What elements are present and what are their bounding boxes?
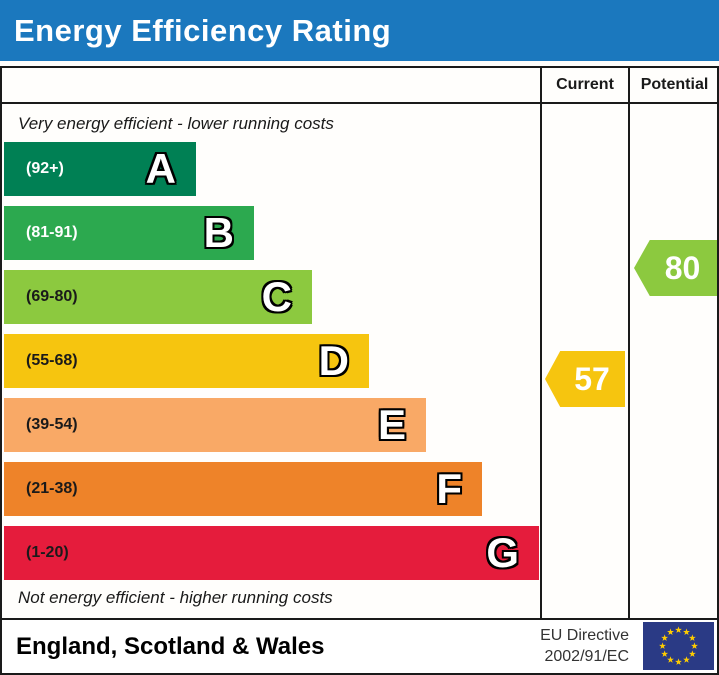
eu-directive-line2: 2002/91/EC xyxy=(544,647,629,665)
potential-column-divider xyxy=(628,68,630,618)
potential-rating-tag: 80 xyxy=(634,240,717,296)
band-e-range: (39-54) xyxy=(26,416,78,433)
band-e-letter: E xyxy=(377,401,406,448)
annotation-not-efficient: Not energy efficient - higher running co… xyxy=(18,588,333,607)
band-c-range: (69-80) xyxy=(26,288,78,305)
band-b: (81-91) B xyxy=(4,206,254,260)
page-title: Energy Efficiency Rating xyxy=(14,12,392,48)
header-divider xyxy=(2,102,717,104)
band-d-range: (55-68) xyxy=(26,352,78,369)
band-c: (69-80) C xyxy=(4,270,312,324)
band-e: (39-54) E xyxy=(4,398,426,452)
footer: England, Scotland & Wales EU Directive 2… xyxy=(0,618,719,675)
band-a-letter: A xyxy=(145,145,176,192)
potential-column-header: Potential xyxy=(640,76,709,93)
annotation-very-efficient: Very energy efficient - lower running co… xyxy=(18,114,334,133)
current-rating-tag: 57 xyxy=(545,351,625,407)
band-d: (55-68) D xyxy=(4,334,369,388)
band-f: (21-38) F xyxy=(4,462,482,516)
band-f-range: (21-38) xyxy=(26,480,78,497)
band-g: (1-20) G xyxy=(4,526,539,580)
band-b-letter: B xyxy=(203,209,234,256)
current-column-divider xyxy=(540,68,542,618)
band-list: (92+) A (81-91) B (69-80) C (55-68) D (3… xyxy=(4,142,540,590)
band-a-range: (92+) xyxy=(26,160,64,177)
band-c-letter: C xyxy=(261,273,292,320)
band-g-range: (1-20) xyxy=(26,544,69,561)
band-d-letter: D xyxy=(318,337,349,384)
eu-directive-line1: EU Directive xyxy=(540,627,629,644)
band-g-letter: G xyxy=(486,529,519,576)
region-label: England, Scotland & Wales xyxy=(16,633,325,660)
band-f-letter: F xyxy=(436,465,462,512)
band-a: (92+) A xyxy=(4,142,196,196)
current-column-header: Current xyxy=(556,76,614,93)
eu-directive-label: EU Directive 2002/91/EC xyxy=(540,626,629,668)
eu-flag-icon xyxy=(643,622,714,670)
rating-table: Current Potential Very energy efficient … xyxy=(0,66,719,620)
title-bar: Energy Efficiency Rating xyxy=(0,0,719,61)
band-b-range: (81-91) xyxy=(26,224,78,241)
